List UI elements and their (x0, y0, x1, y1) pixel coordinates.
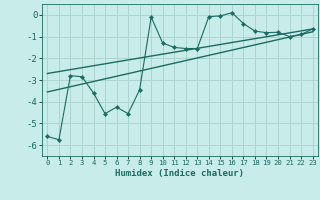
X-axis label: Humidex (Indice chaleur): Humidex (Indice chaleur) (116, 169, 244, 178)
